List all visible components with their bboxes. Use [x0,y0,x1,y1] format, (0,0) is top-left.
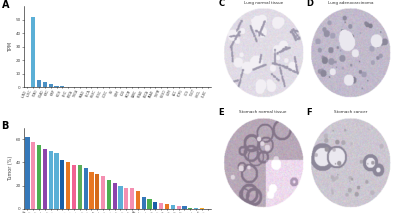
Bar [54,153,59,209]
Bar [118,186,122,209]
Bar [31,142,35,209]
Text: A: A [2,0,9,10]
Bar [89,172,94,209]
Bar [66,163,70,209]
Bar [43,149,47,209]
Bar [60,160,64,209]
Bar [171,205,175,209]
Bar [176,206,181,209]
Bar [188,208,192,209]
Title: Stomach normal tissue: Stomach normal tissue [240,110,287,114]
Title: Lung normal tissue: Lung normal tissue [244,1,283,5]
Bar [84,168,88,209]
Text: C: C [218,0,225,8]
Bar [25,137,30,209]
Bar [182,206,186,209]
Y-axis label: Tumor (%): Tumor (%) [8,156,14,181]
Bar [165,204,169,209]
Text: B: B [2,121,9,131]
Text: F: F [306,108,312,118]
Bar [54,86,59,87]
Bar [153,202,158,209]
Bar [142,197,146,209]
Bar [130,188,134,209]
Bar [200,208,204,209]
Bar [72,165,76,209]
Bar [148,200,152,209]
Y-axis label: TPM: TPM [8,42,14,52]
Bar [43,82,47,87]
Bar [124,188,128,209]
Bar [37,79,41,87]
Bar [112,183,117,209]
Bar [95,174,99,209]
Title: Lung adenocarcinoma: Lung adenocarcinoma [328,1,374,5]
Text: D: D [306,0,313,8]
Bar [49,84,53,87]
Bar [136,191,140,209]
Bar [194,208,198,209]
Bar [159,203,163,209]
Bar [107,180,111,209]
Title: Stomach cancer: Stomach cancer [334,110,367,114]
Bar [78,165,82,209]
Bar [60,86,64,87]
Bar [49,151,53,209]
Bar [101,176,105,209]
Text: E: E [218,108,224,118]
Bar [31,17,35,87]
Bar [37,145,41,209]
